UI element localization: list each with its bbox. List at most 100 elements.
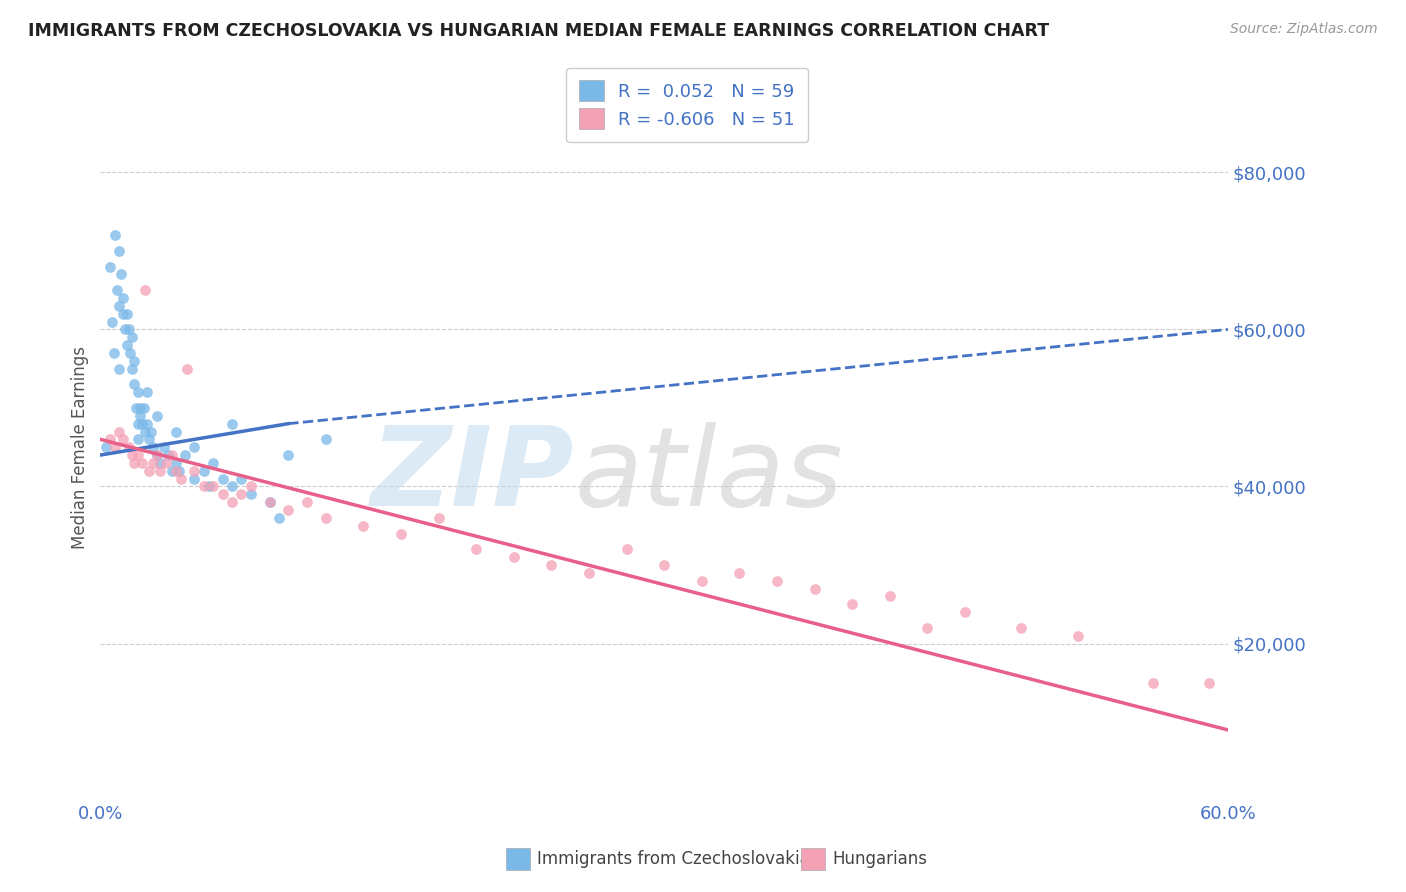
Point (108, 244, 131, 258)
Point (100, 315, 122, 329)
Point (127, 417, 149, 431)
Point (277, 448, 299, 462)
Point (127, 433, 149, 447)
Point (953, 605, 976, 619)
Point (165, 456, 187, 470)
Point (183, 472, 205, 486)
Point (389, 526, 412, 541)
Point (803, 582, 825, 596)
Point (315, 511, 337, 525)
Point (1010, 621, 1032, 635)
Text: atlas: atlas (574, 422, 842, 529)
Point (131, 417, 153, 431)
Point (94, 440, 117, 454)
Point (353, 518, 375, 533)
Point (841, 597, 863, 611)
Text: Immigrants from Czechoslovakia: Immigrants from Czechoslovakia (537, 850, 810, 868)
Point (160, 448, 183, 462)
Point (117, 322, 139, 336)
Point (917, 621, 939, 635)
Point (728, 566, 751, 580)
Point (277, 503, 299, 517)
Point (198, 479, 221, 493)
Point (111, 307, 134, 321)
Point (202, 479, 225, 493)
Point (259, 495, 281, 509)
Point (121, 330, 143, 344)
Point (132, 401, 155, 415)
Point (239, 487, 262, 501)
Point (1198, 675, 1220, 690)
Point (176, 361, 198, 376)
Point (122, 354, 145, 368)
Point (202, 456, 225, 470)
Point (879, 590, 901, 604)
Point (160, 464, 183, 478)
Point (115, 338, 138, 352)
Point (134, 283, 156, 297)
Point (122, 377, 145, 392)
Point (115, 307, 138, 321)
Point (616, 542, 638, 557)
Point (427, 511, 450, 525)
Point (652, 558, 675, 572)
Point (145, 448, 167, 462)
Point (315, 433, 337, 447)
Text: Hungarians: Hungarians (832, 850, 928, 868)
Point (128, 401, 150, 415)
Y-axis label: Median Female Earnings: Median Female Earnings (72, 346, 89, 549)
Point (156, 448, 179, 462)
Point (690, 574, 713, 588)
Point (98, 433, 121, 447)
Point (153, 440, 176, 454)
Point (211, 487, 233, 501)
Point (221, 495, 243, 509)
Point (145, 409, 167, 423)
Point (104, 440, 127, 454)
Point (295, 495, 318, 509)
Point (193, 464, 215, 478)
Point (120, 346, 142, 360)
Point (231, 472, 253, 486)
Point (1142, 675, 1164, 690)
Point (221, 479, 243, 493)
Legend: R =  0.052   N = 59, R = -0.606   N = 51: R = 0.052 N = 59, R = -0.606 N = 51 (567, 68, 807, 142)
Point (465, 542, 488, 557)
Point (267, 511, 290, 525)
Point (136, 385, 159, 400)
Point (540, 558, 562, 572)
Point (125, 401, 148, 415)
Point (1066, 629, 1088, 643)
Point (122, 456, 145, 470)
Point (131, 456, 153, 470)
Point (183, 440, 205, 454)
Point (108, 425, 131, 439)
Point (766, 574, 789, 588)
Point (138, 433, 160, 447)
Point (127, 448, 149, 462)
Text: IMMIGRANTS FROM CZECHOSLOVAKIA VS HUNGARIAN MEDIAN FEMALE EARNINGS CORRELATION C: IMMIGRANTS FROM CZECHOSLOVAKIA VS HUNGAR… (28, 22, 1049, 40)
Point (578, 566, 600, 580)
Point (149, 464, 172, 478)
Point (121, 448, 143, 462)
Point (110, 268, 132, 282)
Point (104, 228, 127, 243)
Point (105, 283, 128, 297)
Point (108, 361, 131, 376)
Point (155, 456, 177, 470)
Point (111, 291, 134, 305)
Point (165, 425, 187, 439)
Point (259, 495, 281, 509)
Point (221, 417, 243, 431)
Point (142, 456, 165, 470)
Point (169, 464, 191, 478)
Point (103, 346, 125, 360)
Point (145, 448, 167, 462)
Text: Source: ZipAtlas.com: Source: ZipAtlas.com (1230, 22, 1378, 37)
Point (136, 417, 159, 431)
Point (174, 448, 197, 462)
Point (142, 440, 165, 454)
Point (149, 456, 172, 470)
Point (239, 479, 262, 493)
Point (138, 464, 160, 478)
